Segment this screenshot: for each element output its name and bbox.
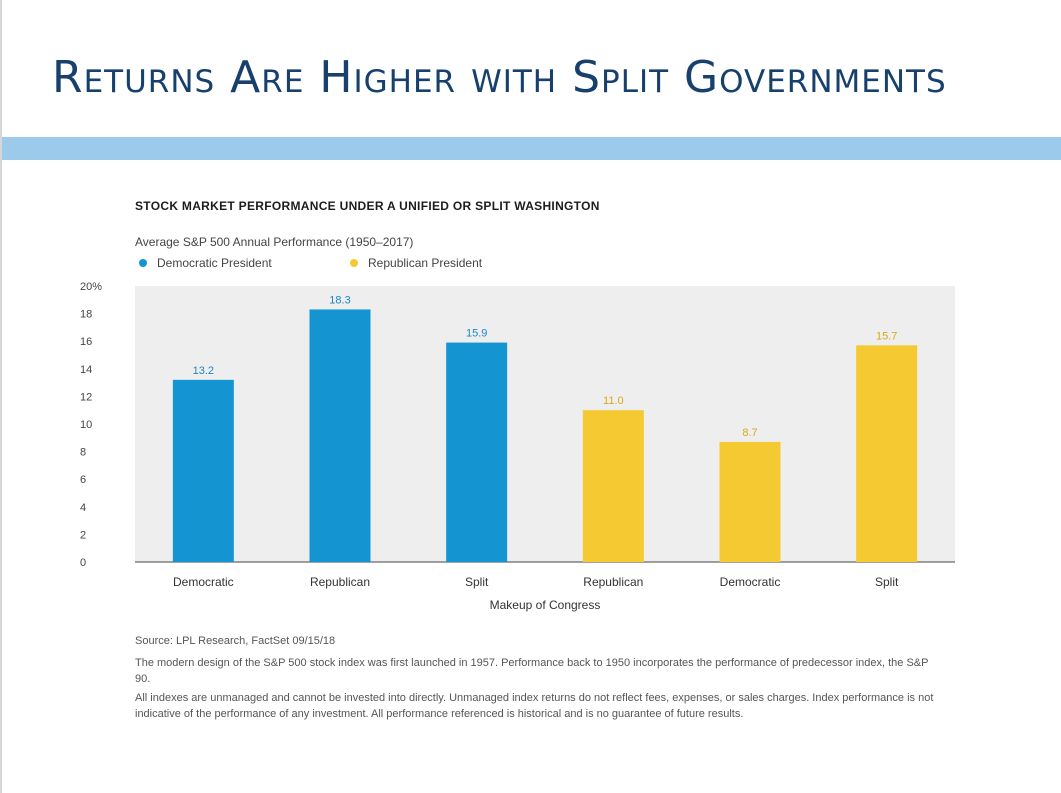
source-note: Source: LPL Research, FactSet 09/15/18 <box>135 635 336 647</box>
legend-item-republican: Republican President <box>350 256 482 270</box>
chart-title: STOCK MARKET PERFORMANCE UNDER A UNIFIED… <box>135 199 600 213</box>
chart-notes: Source: LPL Research, FactSet 09/15/18 T… <box>135 633 935 725</box>
disclaimer-index-history: The modern design of the S&P 500 stock i… <box>135 657 929 685</box>
legend-label-democratic: Democratic President <box>157 256 272 270</box>
bar-3 <box>446 342 508 562</box>
y-tick-label: 8 <box>80 447 86 459</box>
plot-area <box>135 286 955 562</box>
slide-left-border <box>0 0 2 793</box>
bar-chart: 0 2 4 6 8 10 12 14 16 18 20% 13.2 18.3 15.9 11.0 8.7 15… <box>80 281 955 612</box>
x-tick-label: Democratic <box>720 575 781 589</box>
y-axis-tick-labels: 0 2 4 6 8 10 12 14 16 18 20% <box>80 281 102 569</box>
x-axis-title: Makeup of Congress <box>490 598 601 612</box>
bar-value-label: 15.9 <box>466 328 487 340</box>
chart-subtitle: Average S&P 500 Annual Performance (1950… <box>135 235 414 249</box>
bar-value-label: 8.7 <box>742 427 757 439</box>
bar-1 <box>172 379 234 562</box>
legend-item-democratic: Democratic President <box>139 256 272 270</box>
bars <box>172 309 918 562</box>
y-tick-label: 20% <box>80 281 102 293</box>
bar-value-label: 11.0 <box>603 395 624 407</box>
title-accent-band <box>2 137 1061 160</box>
y-tick-label: 12 <box>80 391 92 403</box>
legend-dot-democratic <box>139 258 147 267</box>
y-tick-label: 2 <box>80 529 86 541</box>
x-tick-label: Split <box>875 575 899 589</box>
x-tick-label: Democratic <box>173 575 234 589</box>
bar-4 <box>582 410 644 562</box>
bar-value-label: 13.2 <box>193 365 214 377</box>
y-tick-label: 0 <box>80 557 86 569</box>
bar-2 <box>309 309 371 562</box>
y-tick-label: 4 <box>80 502 86 514</box>
y-tick-label: 14 <box>80 364 92 376</box>
x-axis-tick-labels: Democratic Republican Split Republican Democ… <box>173 575 899 589</box>
slide-title: Returns Are Higher with Split Government… <box>52 52 947 103</box>
y-tick-label: 16 <box>80 336 92 348</box>
y-tick-label: 18 <box>80 309 92 321</box>
bar-value-labels: 13.2 18.3 15.9 11.0 8.7 15.7 <box>193 294 898 438</box>
bar-value-label: 18.3 <box>329 294 350 306</box>
bar-5 <box>719 441 781 562</box>
legend-label-republican: Republican President <box>368 256 483 270</box>
disclaimer-performance: All indexes are unmanaged and cannot be … <box>135 692 934 720</box>
legend-dot-republican <box>350 258 358 267</box>
x-tick-label: Republican <box>583 575 643 589</box>
bar-6 <box>856 345 918 562</box>
bar-value-label: 15.7 <box>876 330 897 342</box>
x-tick-label: Republican <box>310 575 370 589</box>
y-tick-label: 6 <box>80 474 86 486</box>
x-tick-label: Split <box>465 575 489 589</box>
y-tick-label: 10 <box>80 419 92 431</box>
